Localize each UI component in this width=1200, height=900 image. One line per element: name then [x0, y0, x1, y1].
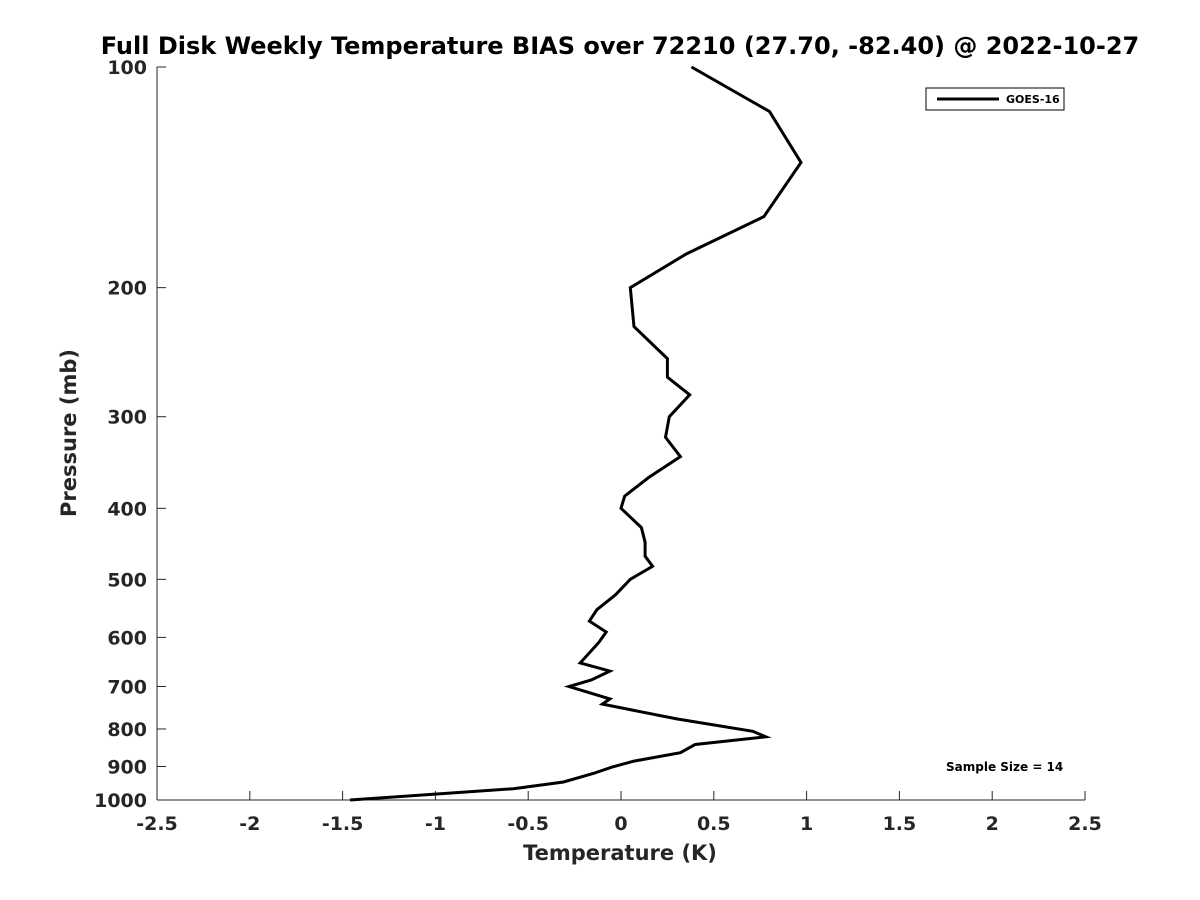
y-tick-label: 700: [107, 676, 147, 698]
series-layer: [349, 65, 803, 802]
y-tick-label: 1000: [94, 790, 147, 812]
legend: GOES-16: [925, 87, 1065, 111]
x-tick-label: -2: [239, 813, 260, 835]
x-tick-label: -1.5: [322, 813, 364, 835]
series-line-goes-16: [349, 65, 803, 802]
x-axis-label: Temperature (K): [523, 841, 717, 865]
axes: -2.5 -2 -1.5 -1 -0.5 0 0.5 1 1.5 2 2.5 100 200 300 400…: [94, 57, 1102, 835]
y-tick-label: 100: [107, 57, 147, 79]
x-tick-label: -2.5: [136, 813, 178, 835]
y-tick-label: 600: [107, 627, 147, 649]
x-tick-label: 1.5: [883, 813, 917, 835]
x-tick-label: 0.5: [697, 813, 731, 835]
x-tick-label: -0.5: [507, 813, 549, 835]
sample-size-annotation: Sample Size = 14: [946, 760, 1063, 774]
x-tick-label: 2: [986, 813, 999, 835]
legend-label-goes-16: GOES-16: [1006, 93, 1060, 106]
x-tick-label: 1: [800, 813, 813, 835]
y-tick-label: 400: [107, 498, 147, 520]
y-tick-label: 300: [107, 407, 147, 429]
x-tick-label: -1: [425, 813, 446, 835]
chart-title: Full Disk Weekly Temperature BIAS over 7…: [101, 32, 1140, 60]
y-tick-label: 800: [107, 719, 147, 741]
y-tick-label: 500: [107, 569, 147, 591]
x-tick-label: 2.5: [1068, 813, 1102, 835]
y-tick-label: 200: [107, 278, 147, 300]
x-tick-label: 0: [614, 813, 627, 835]
y-tick-label: 900: [107, 756, 147, 778]
y-axis-label: Pressure (mb): [57, 349, 81, 517]
